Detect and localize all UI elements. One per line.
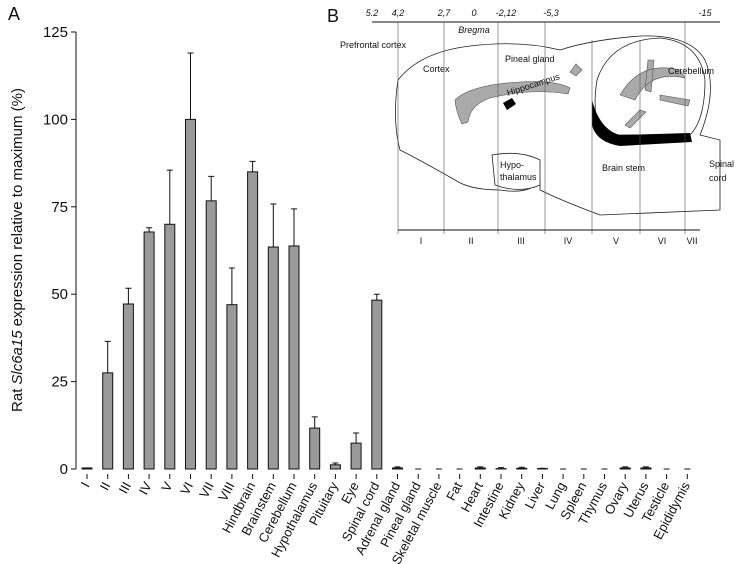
- hypothalamus-outline: [491, 152, 541, 190]
- bar: [309, 427, 321, 470]
- error-bar: [228, 267, 235, 305]
- bar: [371, 299, 383, 470]
- bar: [392, 467, 403, 470]
- bar: [247, 171, 259, 470]
- error-bar: [291, 208, 297, 246]
- bar: [122, 303, 134, 470]
- x-tick-label: V: [158, 479, 175, 494]
- y-tick-label: 25: [51, 374, 68, 391]
- bar: [185, 118, 196, 470]
- bar: [288, 245, 300, 470]
- bar: [350, 442, 362, 470]
- section-label: III: [517, 236, 525, 246]
- brain-diagram: 5.2 4,2 2,7 0 -2,12 -5,3 -15 Bregma Pref…: [340, 8, 734, 246]
- bar: [474, 467, 486, 470]
- x-tick-label: VI: [177, 479, 196, 497]
- region-label: Spinal: [709, 159, 734, 169]
- y-label-gene: Slc6a15: [9, 330, 26, 385]
- section-label: VII: [686, 236, 697, 246]
- error-bar: [104, 340, 111, 373]
- bar: [102, 372, 114, 470]
- section-lines: [397, 22, 700, 234]
- error-bar: [311, 416, 318, 429]
- y-tick-label: 50: [51, 286, 68, 303]
- scale-label: 2,7: [437, 8, 452, 18]
- x-tick-label: IV: [136, 479, 155, 497]
- error-bar: [332, 462, 339, 465]
- region-label: Brain stem: [602, 163, 645, 173]
- bar: [164, 223, 176, 470]
- error-bar: [249, 160, 256, 172]
- y-tick-label: 125: [43, 24, 68, 41]
- error-bar: [353, 432, 360, 444]
- x-tick-label: VII: [196, 479, 217, 500]
- region-label: Cortex: [423, 64, 450, 74]
- scale-label: -5,3: [543, 8, 559, 18]
- error-bar: [125, 287, 132, 304]
- bar: [640, 467, 652, 470]
- y-tick-label: 100: [43, 111, 68, 128]
- error-bar: [270, 203, 277, 248]
- error-bar: [187, 52, 194, 120]
- pineal-shape: [569, 63, 583, 77]
- bar: [516, 467, 528, 470]
- section-label: IV: [564, 236, 573, 246]
- bar: [143, 231, 155, 470]
- error-bar: [208, 175, 215, 201]
- scale-label: 4,2: [392, 8, 405, 18]
- scale-label: 5.2: [366, 8, 379, 18]
- x-tick-label: I: [78, 479, 93, 489]
- section-label: I: [420, 236, 423, 246]
- hippocampus-shape: [454, 81, 571, 125]
- error-bar: [146, 227, 153, 232]
- scale-label: -2,12: [496, 8, 517, 18]
- x-tick-label: II: [97, 479, 114, 492]
- region-label: Pineal gland: [505, 54, 555, 64]
- error-bar: [642, 466, 649, 468]
- error-bar: [373, 293, 380, 301]
- bregma-label: Bregma: [458, 25, 490, 35]
- error-bar: [477, 466, 484, 468]
- panel-label: A: [8, 4, 20, 24]
- section-label: II: [468, 236, 473, 246]
- scale-label: -15: [698, 8, 712, 18]
- brainstem-shape: [503, 98, 692, 146]
- y-axis-label: Rat Slc6a15 expression relative to maximum…: [9, 88, 26, 412]
- bar: [619, 467, 631, 470]
- panel-label: B: [327, 6, 339, 26]
- section-label: VI: [658, 236, 667, 246]
- region-label: Hypo-: [500, 160, 524, 170]
- y-label-part: expression relative to maximum (%): [9, 88, 26, 326]
- section-label: V: [613, 236, 619, 246]
- region-label: Cerebellum: [668, 66, 714, 76]
- y-tick-label: 75: [51, 199, 68, 216]
- bar: [226, 304, 238, 470]
- region-label: thalamus: [500, 172, 537, 182]
- x-tick-label: III: [116, 479, 134, 496]
- region-label: cord: [709, 173, 727, 183]
- error-bar: [394, 466, 401, 468]
- error-bar: [518, 466, 525, 469]
- error-bar: [166, 169, 173, 225]
- y-label-part: Rat: [9, 388, 26, 412]
- y-tick-label: 0: [60, 461, 68, 478]
- error-bar: [622, 466, 629, 468]
- bar: [205, 200, 217, 470]
- bar: [267, 246, 279, 470]
- scale-label: 0: [471, 8, 476, 18]
- error-bar: [498, 467, 504, 469]
- bar: [329, 464, 341, 470]
- region-label: Prefrontal cortex: [340, 40, 407, 50]
